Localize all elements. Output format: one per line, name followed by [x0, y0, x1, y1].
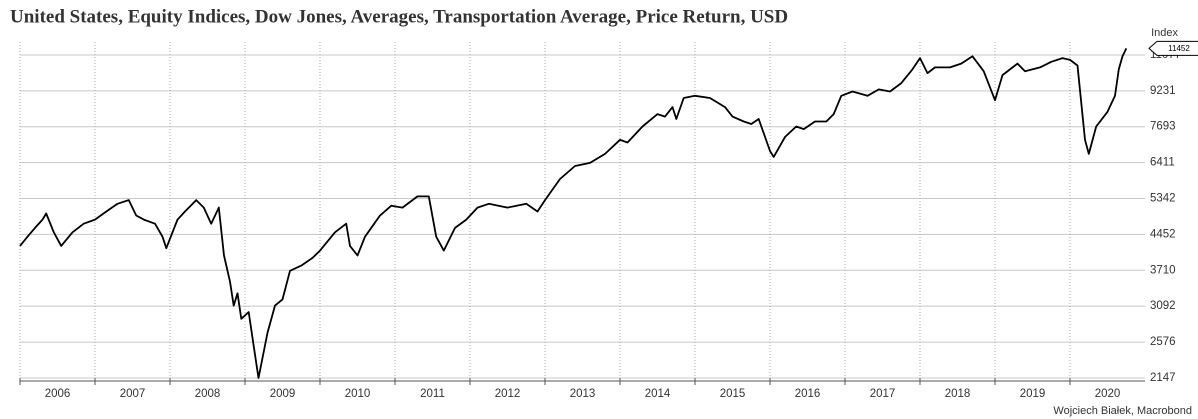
- x-tick-label: 2018: [945, 388, 971, 400]
- y-tick-label: 9231: [1150, 85, 1176, 97]
- x-tick-label: 2011: [420, 388, 445, 400]
- y-tick-label: 4452: [1150, 228, 1176, 240]
- y-tick-label: 2147: [1150, 372, 1176, 384]
- x-tick-label: 2015: [720, 388, 746, 400]
- y-tick-label: 7693: [1150, 121, 1176, 133]
- line: [19, 48, 1128, 379]
- x-tick-label: 2014: [645, 388, 671, 400]
- y-tick-label: 6411: [1150, 157, 1175, 169]
- source: Wojciech Białek, Macrobond: [1053, 405, 1192, 417]
- x-tick-label: 2017: [870, 388, 896, 400]
- end-label: 11452: [1168, 44, 1190, 53]
- y-tick-label: 3710: [1150, 264, 1176, 276]
- x-tick-label: 2007: [120, 388, 146, 400]
- chart-title: United States, Equity Indices, Dow Jones…: [10, 6, 788, 27]
- x-tick-label: 2012: [495, 388, 521, 400]
- x-tick-label: 2020: [1095, 388, 1121, 400]
- x-tick-label: 2006: [45, 388, 71, 400]
- x-tick-label: 2010: [345, 388, 371, 400]
- x-tick-label: 2013: [570, 388, 596, 400]
- y-axis-label: Index: [1151, 27, 1178, 39]
- y-tick-label: 5342: [1150, 193, 1176, 205]
- end-label-box: [1148, 40, 1198, 56]
- x-tick-label: 2009: [270, 388, 296, 400]
- x-tick-label: 2019: [1020, 388, 1046, 400]
- y-tick-label: 3092: [1150, 300, 1176, 312]
- x-tick-label: 2016: [795, 388, 821, 400]
- y-tick-label: 2576: [1150, 336, 1176, 348]
- x-tick-label: 2008: [195, 388, 221, 400]
